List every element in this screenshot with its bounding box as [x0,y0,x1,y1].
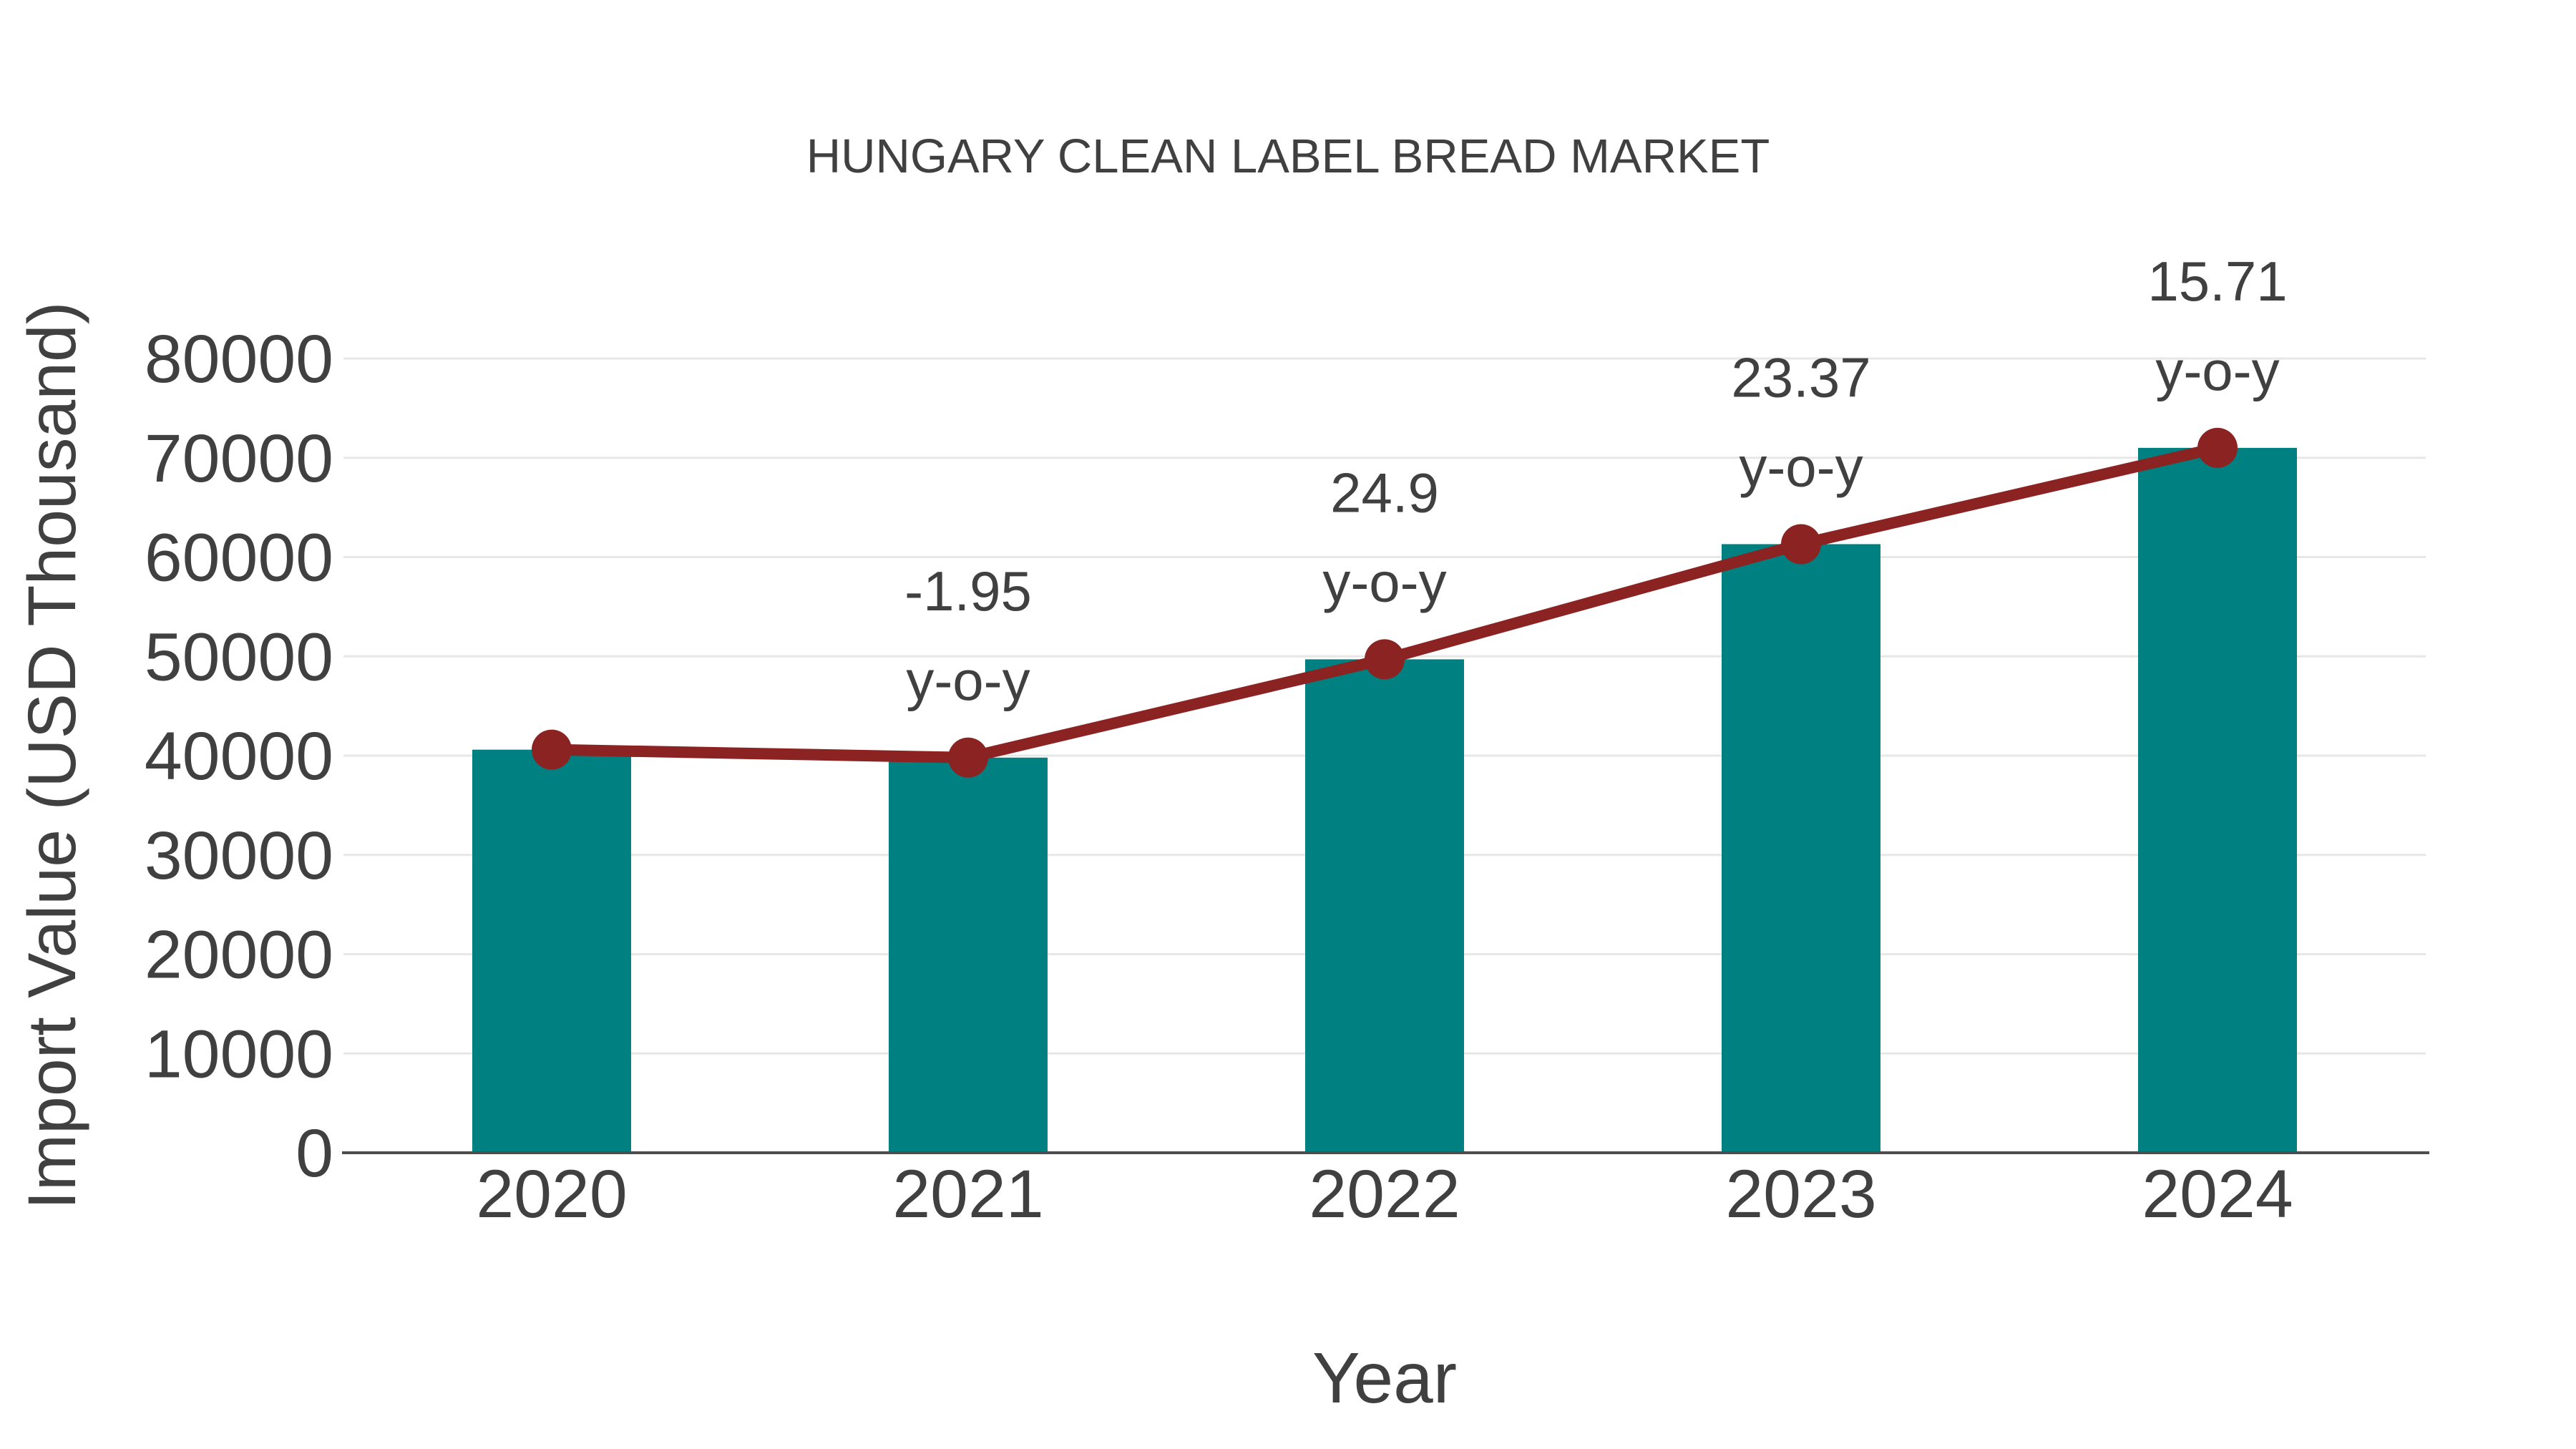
x-tick-label: 2022 [1309,1156,1460,1232]
data-point-marker [2197,427,2238,468]
x-tick-label: 2023 [1725,1156,1876,1232]
y-tick-label: 0 [296,1116,333,1191]
x-tick-label: 2020 [476,1156,627,1232]
chart-title: HUNGARY CLEAN LABEL BREAD MARKET [806,130,1770,183]
data-point-marker [1781,524,1821,565]
y-tick-label: 40000 [145,718,333,794]
y-tick-label: 70000 [145,421,333,497]
y-axis-tick-labels: 0 10000 20000 30000 40000 50000 60000 70000 8000… [145,321,333,1191]
annotation-suffix: y-o-y [906,649,1030,712]
bar [889,757,1048,1153]
annotation-suffix: y-o-y [1322,550,1446,613]
bar-series-layer [472,447,2297,1153]
annotation-value: 15.71 [2147,250,2287,313]
x-axis-tick-labels: 2020 2021 2022 2023 2024 [476,1156,2293,1232]
annotation-suffix: y-o-y [2155,339,2279,402]
x-axis-title: Year [1312,1338,1457,1418]
y-tick-label: 30000 [145,818,333,894]
y-tick-label: 60000 [145,520,333,596]
annotations-layer: -1.95 y-o-y 24.9 y-o-y 23.37 y-o-y 15.71 y-o-y [904,250,2288,712]
annotation-suffix: y-o-y [1739,435,1863,498]
bar [2138,447,2297,1153]
bar [1722,544,1880,1153]
bar [472,749,631,1153]
data-point-marker [1365,639,1405,680]
y-tick-label: 20000 [145,917,333,993]
data-point-marker [532,729,572,770]
y-axis-title: Import Value (USD Thousand) [14,301,90,1209]
data-point-marker [948,737,988,778]
line-series-layer [532,427,2238,778]
y-tick-label: 10000 [145,1016,333,1092]
y-tick-label: 50000 [145,619,333,695]
annotation-value: 24.9 [1330,461,1439,524]
x-tick-label: 2021 [892,1156,1043,1232]
bar [1305,659,1464,1153]
y-tick-label: 80000 [145,321,333,397]
annotation-value: -1.95 [904,560,1032,623]
x-tick-label: 2024 [2142,1156,2293,1232]
annotation-value: 23.37 [1731,346,1870,409]
